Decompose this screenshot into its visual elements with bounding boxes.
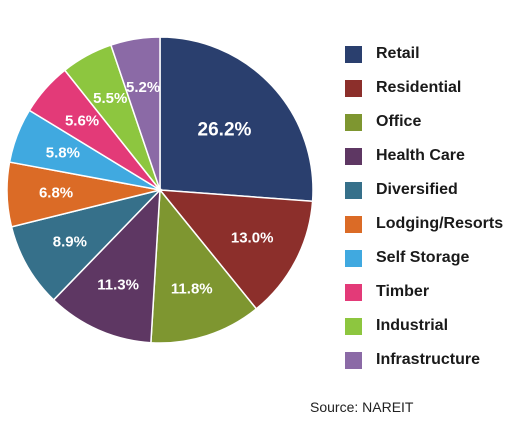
source-note: Source: NAREIT <box>310 399 414 415</box>
legend-item-infrastructure: Infrastructure <box>345 343 503 377</box>
legend-item-residential: Residential <box>345 71 503 105</box>
data-label-infrastructure: 5.2% <box>126 79 160 96</box>
data-label-residential: 13.0% <box>231 230 274 247</box>
data-label-office: 11.8% <box>171 281 213 298</box>
pie-slice-infrastructure <box>109 36 161 191</box>
legend-swatch <box>345 249 362 267</box>
legend-label: Office <box>376 113 422 130</box>
legend: Retail Residential Office Health Care Divers… <box>345 37 503 377</box>
data-label-retail: 26.2% <box>198 120 252 141</box>
legend-item-lodging-resorts: Lodging/Resorts <box>345 207 503 241</box>
legend-item-timber: Timber <box>345 275 503 309</box>
legend-label: Self Storage <box>376 249 470 266</box>
data-label-diversified: 8.9% <box>53 233 87 250</box>
legend-label: Health Care <box>376 147 465 164</box>
legend-label: Lodging/Resorts <box>376 215 504 232</box>
legend-label: Infrastructure <box>376 351 481 368</box>
legend-swatch <box>345 45 362 63</box>
pie-slice-retail <box>159 36 314 203</box>
legend-item-health-care: Health Care <box>345 139 503 173</box>
legend-label: Retail <box>376 45 420 62</box>
legend-swatch <box>345 351 362 369</box>
legend-swatch <box>345 215 362 233</box>
legend-swatch <box>345 283 362 301</box>
data-label-lodging-resorts: 6.8% <box>39 185 73 202</box>
legend-swatch <box>345 79 362 97</box>
pie-slice-residential <box>158 189 314 310</box>
pie-slice-diversified <box>10 188 163 302</box>
pie-slice-office <box>150 188 258 344</box>
legend-swatch <box>345 181 362 199</box>
legend-label: Industrial <box>376 317 449 334</box>
data-label-timber: 5.6% <box>65 113 99 130</box>
legend-label: Diversified <box>376 181 458 198</box>
legend-swatch <box>345 113 362 131</box>
legend-item-self-storage: Self Storage <box>345 241 503 275</box>
legend-item-diversified: Diversified <box>345 173 503 207</box>
pie-slice-health-care <box>52 188 161 344</box>
legend-swatch <box>345 317 362 335</box>
legend-item-industrial: Industrial <box>345 309 503 343</box>
data-label-health-care: 11.3% <box>97 277 139 294</box>
legend-label: Timber <box>376 283 430 300</box>
legend-item-office: Office <box>345 105 503 139</box>
pie-chart: 26.2% 13.0% 11.8% 11.3% 8.9% 6.8% 5.8% 5.6% 5.5%… <box>6 36 314 344</box>
legend-label: Residential <box>376 79 462 96</box>
legend-swatch <box>345 147 362 165</box>
data-label-self-storage: 5.8% <box>46 144 80 161</box>
legend-item-retail: Retail <box>345 37 503 71</box>
data-label-industrial: 5.5% <box>93 90 127 107</box>
